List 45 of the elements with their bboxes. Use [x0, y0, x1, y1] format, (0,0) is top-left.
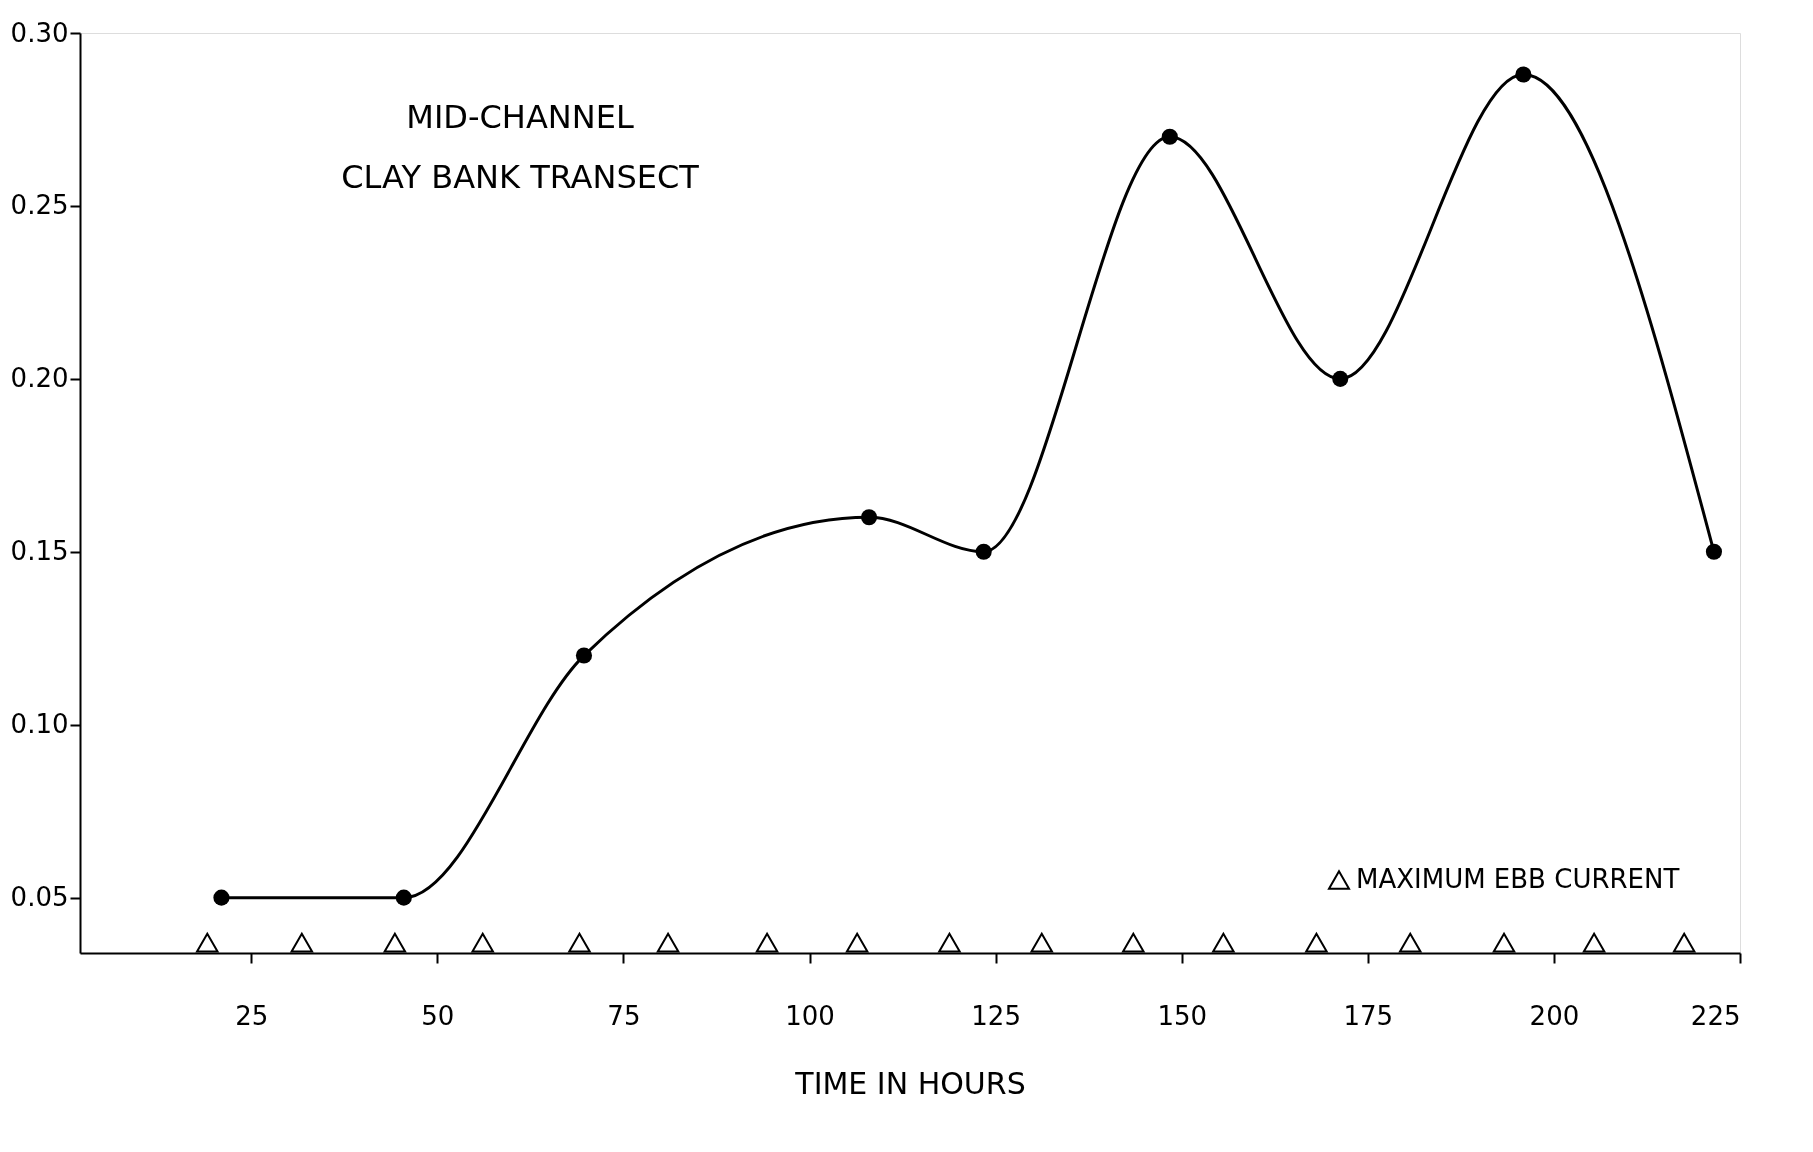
point: [290, 932, 314, 953]
point: [656, 932, 680, 953]
point: [1398, 932, 1422, 953]
point: [395, 889, 412, 906]
x-axis-title: TIME IN HOURS: [794, 1065, 1026, 1101]
y-tick-label: 0.05: [10, 882, 69, 913]
y-tick-label: 0.20: [10, 363, 69, 394]
point: [861, 509, 878, 526]
point: [1332, 370, 1349, 387]
point: [1161, 128, 1178, 145]
text: CLAY BANK TRANSECT: [341, 158, 700, 196]
text: MID-CHANNEL: [406, 98, 634, 136]
x-tick-label: 225: [1690, 1000, 1741, 1031]
point: [568, 932, 591, 953]
y-tick-label: 0.30: [10, 17, 69, 48]
point: [383, 932, 407, 953]
point: [196, 932, 219, 953]
point: [471, 932, 494, 953]
point: [1122, 932, 1145, 953]
point: [755, 932, 779, 953]
point: [1582, 932, 1606, 953]
y-tick-label: 0.25: [10, 190, 69, 221]
point: [845, 932, 869, 953]
point: [1672, 932, 1696, 953]
point: [938, 932, 961, 953]
point: [1305, 932, 1328, 953]
point: [1030, 932, 1053, 953]
x-tick-label: 25: [235, 1000, 269, 1031]
x-tick-label: 150: [1157, 1000, 1208, 1031]
point: [1515, 66, 1532, 83]
point: [975, 543, 992, 560]
x-tick-label: 75: [607, 1000, 641, 1031]
y-tick-label: 0.15: [10, 536, 69, 567]
point: [1492, 932, 1516, 953]
x-tick-label: 175: [1343, 1000, 1394, 1031]
x-tick-label: 100: [785, 1000, 835, 1031]
x-tick-label: 125: [971, 1000, 1021, 1031]
x-tick-label: 50: [421, 1000, 455, 1031]
point: [1212, 932, 1235, 953]
point: [1705, 543, 1723, 560]
y-tick-label: 0.10: [10, 709, 69, 740]
point: [213, 889, 230, 906]
x-tick-label: 200: [1529, 1000, 1580, 1031]
point: [575, 647, 593, 664]
legend-label: MAXIMUM EBB CURRENT: [1356, 864, 1680, 894]
